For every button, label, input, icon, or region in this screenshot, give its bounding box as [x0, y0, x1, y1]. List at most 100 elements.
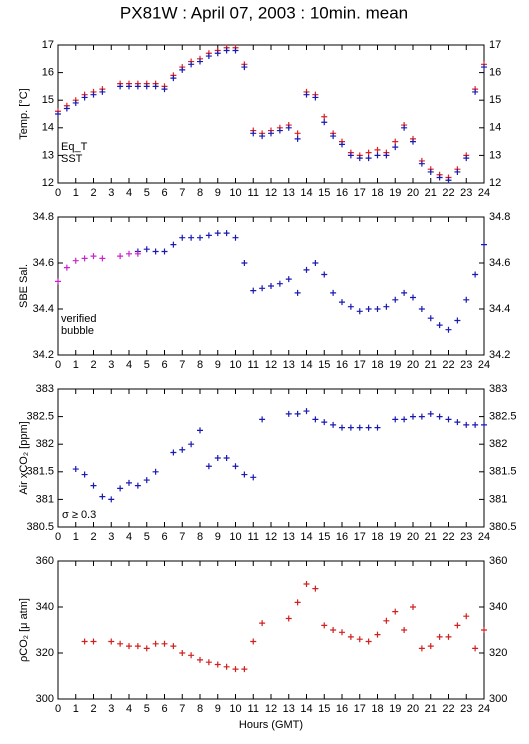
data-point — [374, 424, 381, 431]
data-point — [223, 455, 230, 461]
x-tick-label: 17 — [354, 531, 366, 543]
x-tick-label: 9 — [215, 359, 221, 371]
data-point — [117, 485, 124, 492]
data-point — [90, 482, 97, 489]
data-point — [90, 91, 97, 98]
data-point — [63, 105, 70, 112]
y-tick-label: 34.8 — [489, 211, 510, 223]
data-point — [356, 308, 363, 315]
data-point — [117, 253, 124, 260]
data-point — [188, 61, 195, 68]
data-point — [99, 255, 106, 262]
data-point — [330, 421, 337, 428]
x-tick-label: 3 — [108, 531, 114, 543]
y-tick-label: 340 — [36, 601, 54, 613]
data-point — [152, 468, 159, 475]
data-point — [454, 317, 461, 324]
data-point — [481, 627, 487, 633]
y-tick-label: 300 — [489, 693, 507, 705]
data-point — [365, 638, 372, 645]
x-tick-label: 6 — [161, 531, 167, 543]
data-point — [418, 160, 425, 167]
data-point — [108, 496, 115, 503]
y-tick-label: 34.8 — [33, 211, 54, 223]
data-point — [418, 645, 425, 652]
x-tick-label: 12 — [265, 703, 277, 715]
x-tick-label: 10 — [229, 359, 241, 371]
data-point — [445, 177, 452, 184]
data-point — [143, 83, 150, 90]
x-tick-label: 2 — [90, 187, 96, 199]
y-tick-label: 17 — [489, 39, 501, 51]
plot-frame — [57, 388, 485, 528]
x-tick-label: 8 — [197, 531, 203, 543]
data-point — [347, 303, 354, 310]
data-point — [259, 285, 266, 292]
data-point — [250, 130, 257, 137]
x-tick-label: 2 — [90, 531, 96, 543]
data-point — [81, 255, 88, 262]
y-tick-label: 300 — [36, 693, 54, 705]
data-point — [232, 234, 239, 241]
x-tick-label: 8 — [197, 703, 203, 715]
data-point — [445, 633, 452, 640]
data-point — [126, 83, 132, 90]
x-tick-label: 21 — [425, 703, 437, 715]
x-tick-label: 21 — [425, 187, 437, 199]
data-point — [197, 656, 203, 663]
y-axis-label: Temp. [°C] — [18, 88, 30, 139]
data-point — [72, 99, 79, 106]
data-point — [347, 152, 354, 159]
data-point — [117, 640, 124, 647]
data-point — [463, 421, 470, 428]
x-tick-label: 15 — [318, 531, 330, 543]
x-tick-label: 16 — [336, 187, 348, 199]
data-point — [401, 416, 408, 423]
data-point — [90, 253, 97, 260]
x-tick-label: 9 — [215, 187, 221, 199]
data-point — [134, 482, 141, 489]
x-tick-label: 24 — [478, 531, 490, 543]
data-point — [170, 241, 177, 248]
data-point — [410, 294, 416, 301]
x-tick-label: 0 — [55, 531, 61, 543]
x-tick-label: 13 — [283, 703, 295, 715]
y-tick-label: 360 — [36, 555, 54, 567]
x-axis-label: Hours (GMT) — [239, 719, 303, 731]
data-point — [303, 91, 310, 98]
x-tick-label: 6 — [161, 703, 167, 715]
x-tick-label: 5 — [144, 187, 150, 199]
y-tick-label: 381.5 — [26, 466, 54, 478]
data-point — [463, 613, 470, 620]
data-point — [454, 622, 461, 629]
data-point — [436, 174, 443, 181]
x-tick-label: 17 — [354, 187, 366, 199]
x-tick-label: 15 — [318, 703, 330, 715]
data-point — [374, 146, 381, 153]
data-point — [321, 271, 328, 278]
data-point — [232, 47, 239, 54]
x-tick-label: 22 — [442, 187, 454, 199]
data-point — [347, 633, 354, 640]
data-point — [401, 124, 408, 131]
y-tick-label: 12 — [489, 177, 501, 189]
x-tick-label: 4 — [126, 703, 132, 715]
data-point — [294, 130, 301, 137]
x-tick-label: 12 — [265, 359, 277, 371]
y-tick-label: 381.5 — [489, 466, 517, 478]
data-point — [436, 413, 443, 420]
x-tick-label: 22 — [442, 359, 454, 371]
data-point — [410, 138, 416, 145]
x-tick-label: 17 — [354, 359, 366, 371]
data-point — [285, 276, 292, 283]
x-tick-label: 14 — [300, 531, 312, 543]
x-tick-label: 5 — [144, 531, 150, 543]
legend-label: SST — [61, 153, 83, 165]
x-tick-label: 1 — [73, 703, 79, 715]
data-point — [303, 581, 310, 587]
data-point — [339, 299, 345, 306]
data-point — [383, 303, 390, 310]
data-point — [197, 427, 203, 434]
data-point — [312, 260, 319, 266]
data-point — [161, 86, 168, 93]
